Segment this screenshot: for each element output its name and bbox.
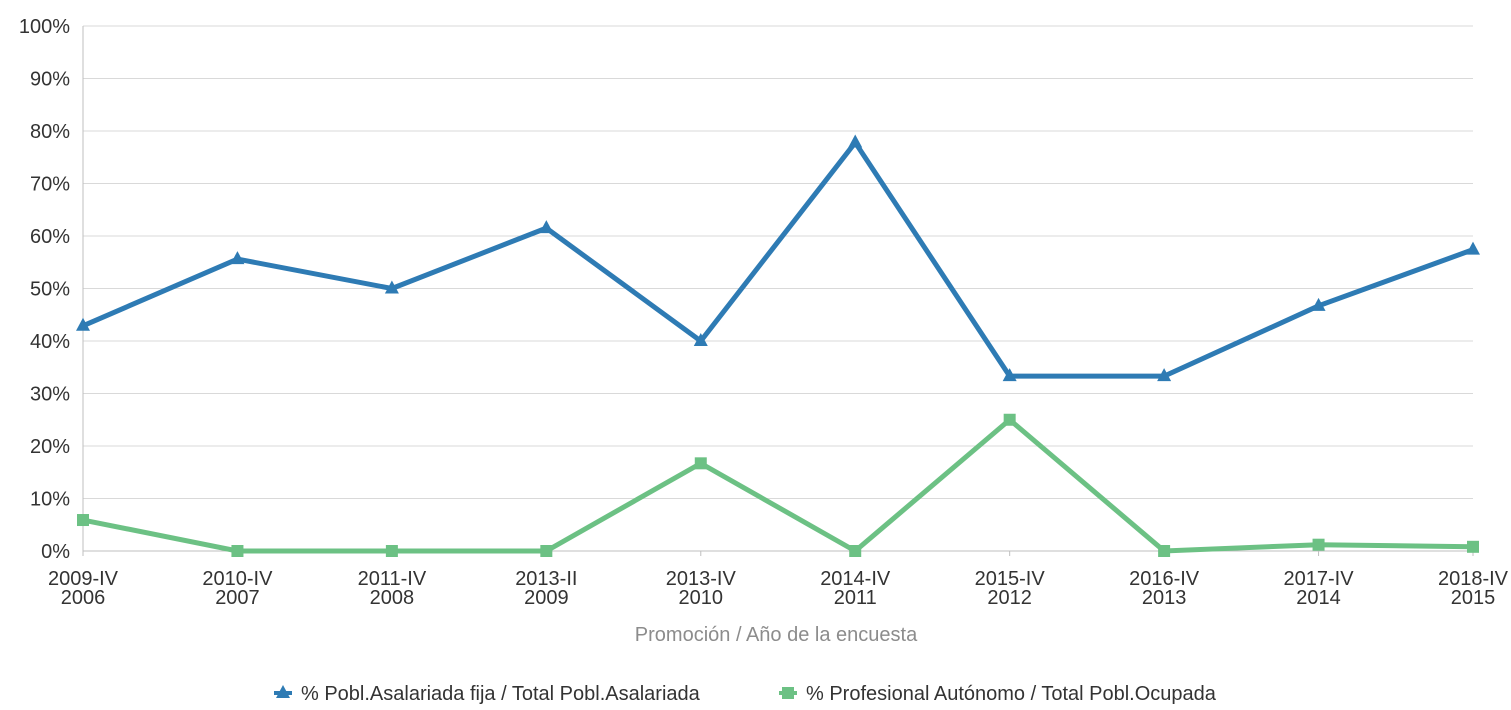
data-point-triangle (693, 333, 708, 346)
data-point-square (540, 545, 553, 557)
x-tick-label-line1: 2017-IV (1284, 568, 1355, 590)
x-tick-label: 2013-II 2009 (515, 568, 577, 609)
legend-item-2: % Profesional Autónomo / Total Pobl.Ocup… (779, 683, 1217, 705)
x-tick-label-line1: 2010-IV (202, 568, 273, 590)
x-tick-label-line2: 2015 (1451, 587, 1496, 609)
series-1 (76, 134, 1480, 382)
x-tick-label-line1: 2009-IV (48, 568, 119, 590)
x-tick-label-line2: 2012 (987, 587, 1032, 609)
x-axis-title: Promoción / Año de la encuesta (635, 624, 918, 646)
x-tick-label-line1: 2018-IV (1438, 568, 1509, 590)
data-point-square (1312, 538, 1325, 551)
x-tick-label-line1: 2011-IV (358, 568, 427, 590)
x-tick-label: 2016-IV 2013 (1129, 568, 1200, 609)
x-tick-label-line1: 2014-IV (820, 568, 891, 590)
legend-label: % Pobl.Asalariada fija / Total Pobl.Asal… (301, 683, 701, 705)
y-tick-label: 40% (30, 331, 70, 353)
data-point-triangle (1311, 297, 1326, 311)
y-tick-label: 20% (30, 436, 70, 458)
y-tick-labels: 0% 10% 20% 30% 40% 50% 60% 70% 80% 90% 100% (19, 16, 70, 563)
x-tick-label: 2011-IV 2008 (358, 568, 427, 609)
y-tick-label: 0% (41, 541, 70, 563)
x-tick-label-line1: 2016-IV (1129, 568, 1200, 590)
x-tick-label: 2017-IV 2014 (1284, 568, 1355, 609)
data-point-triangle (848, 134, 863, 148)
x-tick-label-line2: 2010 (679, 587, 724, 609)
data-point-triangle (1466, 241, 1480, 255)
x-tick-label-line2: 2008 (370, 587, 415, 609)
y-tick-label: 80% (30, 121, 70, 143)
legend: % Pobl.Asalariada fija / Total Pobl.Asal… (274, 683, 1217, 705)
legend-label: % Profesional Autónomo / Total Pobl.Ocup… (806, 683, 1217, 705)
data-point-square (1003, 413, 1016, 426)
x-tick-label-line2: 2014 (1296, 587, 1341, 609)
x-tick-label: 2010-IV 2007 (202, 568, 273, 609)
data-point-square (77, 514, 89, 527)
series-line (82, 416, 1474, 555)
data-point-square (694, 457, 707, 470)
x-tick-label: 2018-IV 2015 (1438, 568, 1509, 609)
legend-marker-triangle (276, 685, 290, 698)
x-tick-labels: 2009-IV 2006 2010-IV 2007 2011-IV 2008 2013-II… (48, 568, 1509, 609)
x-tick-label-line2: 2006 (61, 587, 106, 609)
axes (82, 26, 1474, 556)
legend-marker-square (782, 687, 794, 699)
data-point-square (231, 545, 244, 557)
x-tick-label: 2015-IV 2012 (975, 568, 1046, 609)
x-tick-label-line2: 2007 (215, 587, 260, 609)
series-lines (76, 134, 1480, 557)
y-tick-label: 60% (30, 226, 70, 248)
data-point-square (1467, 540, 1479, 553)
x-tick-label-line1: 2015-IV (975, 568, 1046, 590)
y-tick-label: 90% (30, 69, 70, 91)
y-tick-label: 50% (30, 279, 70, 301)
data-point-square (849, 545, 862, 557)
series-2 (77, 413, 1479, 557)
x-tick-label-line1: 2013-II (515, 568, 577, 590)
x-tick-label-line2: 2011 (834, 587, 877, 609)
data-point-triangle (1002, 368, 1017, 382)
data-point-square (1158, 545, 1171, 557)
x-tick-label: 2013-IV 2010 (666, 568, 737, 609)
legend-item-1: % Pobl.Asalariada fija / Total Pobl.Asal… (274, 683, 701, 705)
data-point-triangle (1157, 368, 1172, 382)
data-point-triangle (384, 280, 399, 294)
x-tick-label: 2009-IV 2006 (48, 568, 119, 609)
x-tick-label-line2: 2013 (1142, 587, 1187, 609)
gridlines (83, 25, 1473, 499)
y-tick-label: 70% (30, 174, 70, 196)
data-point-square (385, 545, 398, 557)
series-line (82, 138, 1474, 379)
x-tick-label-line2: 2009 (524, 587, 569, 609)
data-point-triangle (76, 317, 90, 331)
y-tick-label: 10% (30, 489, 70, 511)
data-point-triangle (230, 251, 245, 265)
data-point-triangle (539, 220, 554, 234)
x-tick-label: 2014-IV 2011 (820, 568, 891, 609)
x-tick-label-line1: 2013-IV (666, 568, 737, 590)
y-tick-label: 100% (19, 16, 70, 38)
y-tick-label: 30% (30, 384, 70, 406)
